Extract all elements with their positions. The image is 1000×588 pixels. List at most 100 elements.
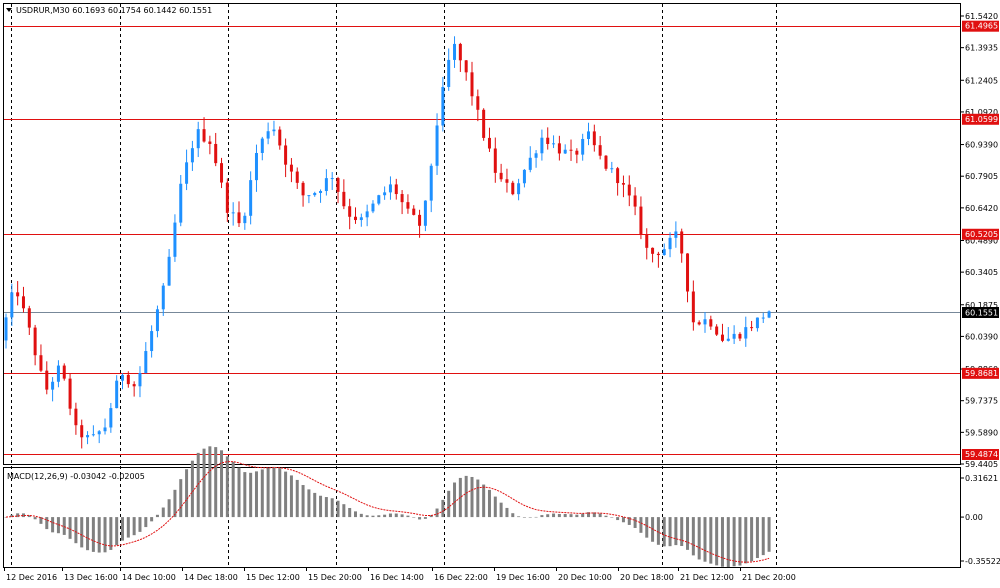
macd-histogram-bar: [278, 468, 282, 518]
dropdown-triangle-icon[interactable]: [6, 8, 12, 12]
candle-bull: [726, 338, 730, 341]
time-tick-label: 21 Dec 12:00: [680, 573, 734, 582]
candle-bull: [190, 148, 194, 163]
candle-bear: [214, 143, 218, 164]
macd-tick-label: 0.00: [965, 513, 983, 522]
macd-tick-label: -0.35522: [965, 557, 1000, 566]
macd-histogram-bar: [493, 496, 497, 518]
candle-bear: [505, 179, 509, 183]
candle-bull: [272, 129, 276, 132]
macd-histogram-bar: [767, 517, 771, 552]
candle-bear: [418, 214, 422, 226]
candle-bear: [464, 60, 468, 73]
macd-histogram-bar: [557, 513, 561, 518]
candle-bear: [220, 163, 224, 183]
candle-bull: [109, 408, 113, 428]
candle-bull: [755, 317, 759, 329]
macd-histogram-bar: [249, 472, 253, 518]
price-tick-label: 61.0920: [965, 108, 998, 117]
candle-bear: [132, 384, 136, 387]
candle-bear: [557, 143, 561, 154]
candle-bear: [697, 322, 701, 325]
macd-histogram-bar: [447, 490, 451, 518]
candle-bull: [307, 195, 311, 197]
candle-bull: [383, 192, 387, 196]
macd-histogram-bar: [272, 466, 276, 518]
macd-histogram-bar: [144, 517, 148, 528]
time-axis: 12 Dec 2016 13 Dec 16:00 14 Dec 10:00 14 De…: [4, 567, 796, 582]
macd-histogram-bar: [732, 517, 736, 567]
candle-bull: [429, 165, 433, 201]
candle-bear: [639, 206, 643, 235]
macd-histogram-bar: [150, 517, 154, 522]
macd-histogram-bar: [284, 471, 288, 518]
macd-histogram-bar: [21, 513, 25, 518]
macd-histogram-bar: [138, 517, 142, 532]
macd-histogram-bar: [103, 517, 107, 553]
macd-panel[interactable]: [3, 467, 961, 568]
candle-bear: [715, 326, 719, 335]
price-tick-label: 61.2405: [965, 76, 998, 85]
macd-histogram-bar: [633, 517, 637, 528]
candle-bear: [208, 141, 212, 144]
price-axis: 61.5420 61.3935 61.2405 61.0920 60.9390 60.79…: [960, 12, 999, 469]
macd-histogram-bar: [703, 517, 707, 562]
macd-histogram-bar: [91, 517, 95, 552]
macd-histogram-bar: [243, 472, 247, 518]
candle-bull: [447, 59, 451, 87]
candle-bull: [86, 435, 90, 438]
candle-bull: [377, 195, 381, 204]
price-tick-label: 61.5420: [965, 12, 998, 21]
candle-bull: [196, 129, 200, 149]
candle-bear: [295, 171, 299, 183]
candle-bear: [546, 137, 550, 144]
candle-bear: [21, 296, 25, 309]
candle-bear: [278, 129, 282, 146]
candle-bear: [482, 109, 486, 138]
macd-histogram-bar: [365, 515, 369, 518]
macd-histogram-bar: [196, 452, 200, 518]
candle-bear: [511, 182, 515, 195]
macd-histogram-bar: [755, 517, 759, 559]
time-tick-label: 20 Dec 10:00: [558, 573, 612, 582]
candle-bear: [738, 333, 742, 339]
macd-histogram-bar: [429, 515, 433, 518]
time-tick-label: 19 Dec 16:00: [496, 573, 550, 582]
candle-bear: [633, 195, 637, 207]
macd-histogram-bar: [674, 517, 678, 546]
time-tick-label: 14 Dec 10:00: [122, 573, 176, 582]
macd-histogram-bar: [16, 513, 20, 518]
candle-bear: [336, 178, 340, 192]
macd-histogram-bar: [540, 515, 544, 518]
candle-bear: [354, 216, 357, 221]
candle-bull: [674, 231, 678, 238]
candle-bull: [441, 86, 445, 126]
time-tick-label: 16 Dec 22:00: [434, 573, 488, 582]
candle-bull: [388, 184, 392, 193]
candle-bear: [575, 150, 579, 155]
candle-bear: [750, 327, 754, 329]
macd-histogram-bar: [260, 469, 264, 518]
macd-histogram-bar: [680, 517, 684, 546]
symbol-header: USDRUR,M30 60.1693 60.1754 60.1442 60.15…: [16, 6, 212, 15]
candle-bull: [167, 256, 171, 286]
macd-histogram-bar: [517, 516, 521, 518]
candle-bull: [365, 211, 369, 218]
macd-histogram-bar: [639, 517, 643, 533]
macd-histogram-bar: [418, 517, 422, 520]
macd-histogram-bar: [86, 517, 90, 551]
level-price-badge: [962, 228, 999, 240]
macd-histogram-bar: [406, 515, 410, 518]
candle-bull: [144, 351, 148, 374]
candle-bull: [581, 138, 585, 155]
candle-bull: [179, 183, 183, 223]
macd-histogram-bar: [470, 476, 474, 518]
candle-bear: [592, 131, 596, 146]
macd-histogram-bar: [330, 498, 334, 518]
candle-bear: [80, 425, 84, 438]
macd-histogram-bar: [453, 482, 457, 518]
candle-bear: [39, 355, 43, 371]
level-price-label: 60.5205: [965, 230, 998, 239]
candle-bear: [62, 365, 66, 379]
